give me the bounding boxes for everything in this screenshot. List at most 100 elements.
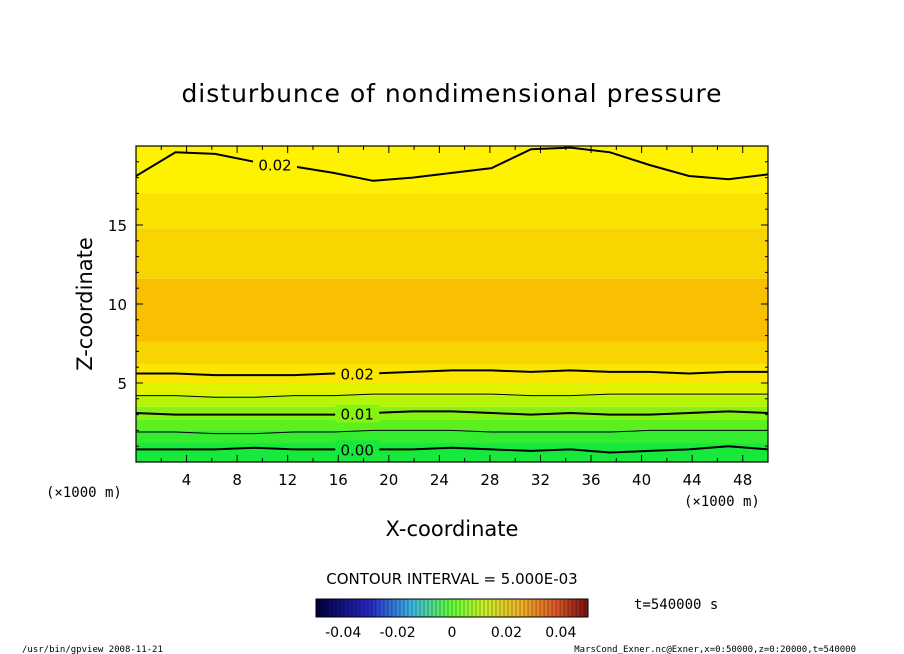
colorbar-cell (556, 599, 561, 617)
colorbar-cell (376, 599, 381, 617)
x-tick-label-12: 12 (278, 471, 297, 489)
colorbar-cell (396, 599, 401, 617)
x-axis-label: X-coordinate (386, 517, 519, 541)
contour-line-3 (136, 410, 768, 416)
contour-label-5: 0.00 (335, 440, 380, 459)
colorbar-cell (548, 599, 553, 617)
colorbar-cell (316, 599, 321, 617)
footer-program: /usr/bin/gpview 2008-11-21 (22, 645, 163, 654)
fill-band-6 (136, 364, 768, 383)
colorbar-cell (464, 599, 469, 617)
colorbar-tick-label: -0.02 (379, 625, 415, 641)
contour-line-4 (136, 429, 768, 435)
x-tick-label-32: 32 (531, 471, 550, 489)
colorbar-cell (324, 599, 329, 617)
contour-line-1 (136, 369, 768, 377)
contour-line-2 (136, 393, 768, 398)
plot-area: 0.020.020.010.004 8 12 16 20 24 28 32 36 40 44 4851… (108, 145, 769, 489)
contour-label-text-1: 0.02 (340, 366, 373, 384)
colorbar-cell (560, 599, 565, 617)
colorbar-cell (412, 599, 417, 617)
colorbar-cell (564, 599, 569, 617)
fill-band-9 (136, 228, 768, 279)
colorbar-tick-label: 0 (448, 625, 457, 641)
chart-title: disturbunce of nondimensional pressure (181, 79, 722, 108)
colorbar-cell (552, 599, 557, 617)
colorbar-cell (384, 599, 389, 617)
contour-line-5 (136, 445, 768, 454)
contour-label-text-5: 0.00 (340, 441, 373, 459)
fill-band-4 (136, 395, 768, 407)
y-tick-label-15: 15 (108, 217, 127, 235)
colorbar-cell (328, 599, 333, 617)
colorbar-cell (428, 599, 433, 617)
colorbar-tick-label: -0.04 (325, 625, 361, 641)
colorbar-cell (544, 599, 549, 617)
x-tick-label-40: 40 (632, 471, 651, 489)
colorbar-cell (500, 599, 505, 617)
colorbar-cell (572, 599, 577, 617)
fill-band-11 (136, 146, 768, 194)
colorbar-cell (524, 599, 529, 617)
x-tick-label-48: 48 (733, 471, 752, 489)
y-axis-unit: (×1000 m) (46, 485, 122, 501)
contour-label-1: 0.02 (335, 364, 380, 384)
colorbar-cell (348, 599, 353, 617)
colorbar-cell (420, 599, 425, 617)
colorbar-cell (452, 599, 457, 617)
x-tick-label-28: 28 (480, 471, 499, 489)
fill-band-0 (136, 443, 768, 462)
colorbar-cell (484, 599, 489, 617)
colorbar-cell (584, 599, 589, 617)
colorbar-cell (516, 599, 521, 617)
x-tick-label-8: 8 (232, 471, 242, 489)
y-axis-label: Z-coordinate (73, 237, 97, 371)
colorbar-cell (440, 599, 445, 617)
x-tick-label-20: 20 (379, 471, 398, 489)
x-tick-label-36: 36 (581, 471, 600, 489)
colorbar-cell (436, 599, 441, 617)
colorbar-cell (320, 599, 325, 617)
colorbar-cell (476, 599, 481, 617)
colorbar-cell (532, 599, 537, 617)
contour-interval-text: CONTOUR INTERVAL = 5.000E-03 (326, 570, 577, 588)
contour-label-3: 0.01 (335, 404, 380, 424)
x-tick-label-44: 44 (683, 471, 702, 489)
colorbar-cell (512, 599, 517, 617)
colorbar-tick-label: 0.02 (491, 625, 522, 641)
colorbar-cell (364, 599, 369, 617)
colorbar-cell (360, 599, 365, 617)
colorbar-cell (488, 599, 493, 617)
x-tick-label-24: 24 (430, 471, 449, 489)
colorbar-cell (368, 599, 373, 617)
fill-band-8 (136, 278, 768, 342)
colorbar-cell (492, 599, 497, 617)
colorbar-cell (576, 599, 581, 617)
x-tick-label-4: 4 (182, 471, 192, 489)
footer-file: MarsCond_Exner.nc@Exner,x=0:50000,z=0:20… (574, 645, 856, 654)
colorbar-cell (472, 599, 477, 617)
colorbar-frame (315, 598, 589, 618)
colorbar-cell (460, 599, 465, 617)
fill-band-1 (136, 430, 768, 444)
colorbar-cell (408, 599, 413, 617)
colorbar-cell (372, 599, 377, 617)
y-tick-label-5: 5 (117, 375, 127, 393)
colorbar-cell (504, 599, 509, 617)
contour-label-text-0: 0.02 (258, 156, 291, 174)
colorbar-cell (404, 599, 409, 617)
contour-line-0 (136, 146, 768, 182)
x-tick-label-16: 16 (329, 471, 348, 489)
colorbar-cell (380, 599, 385, 617)
fill-band-3 (136, 406, 768, 420)
colorbar: -0.04 -0.02 0 0.02 0.04 (315, 598, 589, 641)
fill-band-10 (136, 193, 768, 229)
contour-label-text-3: 0.01 (340, 406, 373, 424)
colorbar-cell (540, 599, 545, 617)
colorbar-cell (520, 599, 525, 617)
colorbar-cell (332, 599, 337, 617)
colorbar-cell (416, 599, 421, 617)
colorbar-cell (352, 599, 357, 617)
colorbar-cell (336, 599, 341, 617)
colorbar-cell (444, 599, 449, 617)
